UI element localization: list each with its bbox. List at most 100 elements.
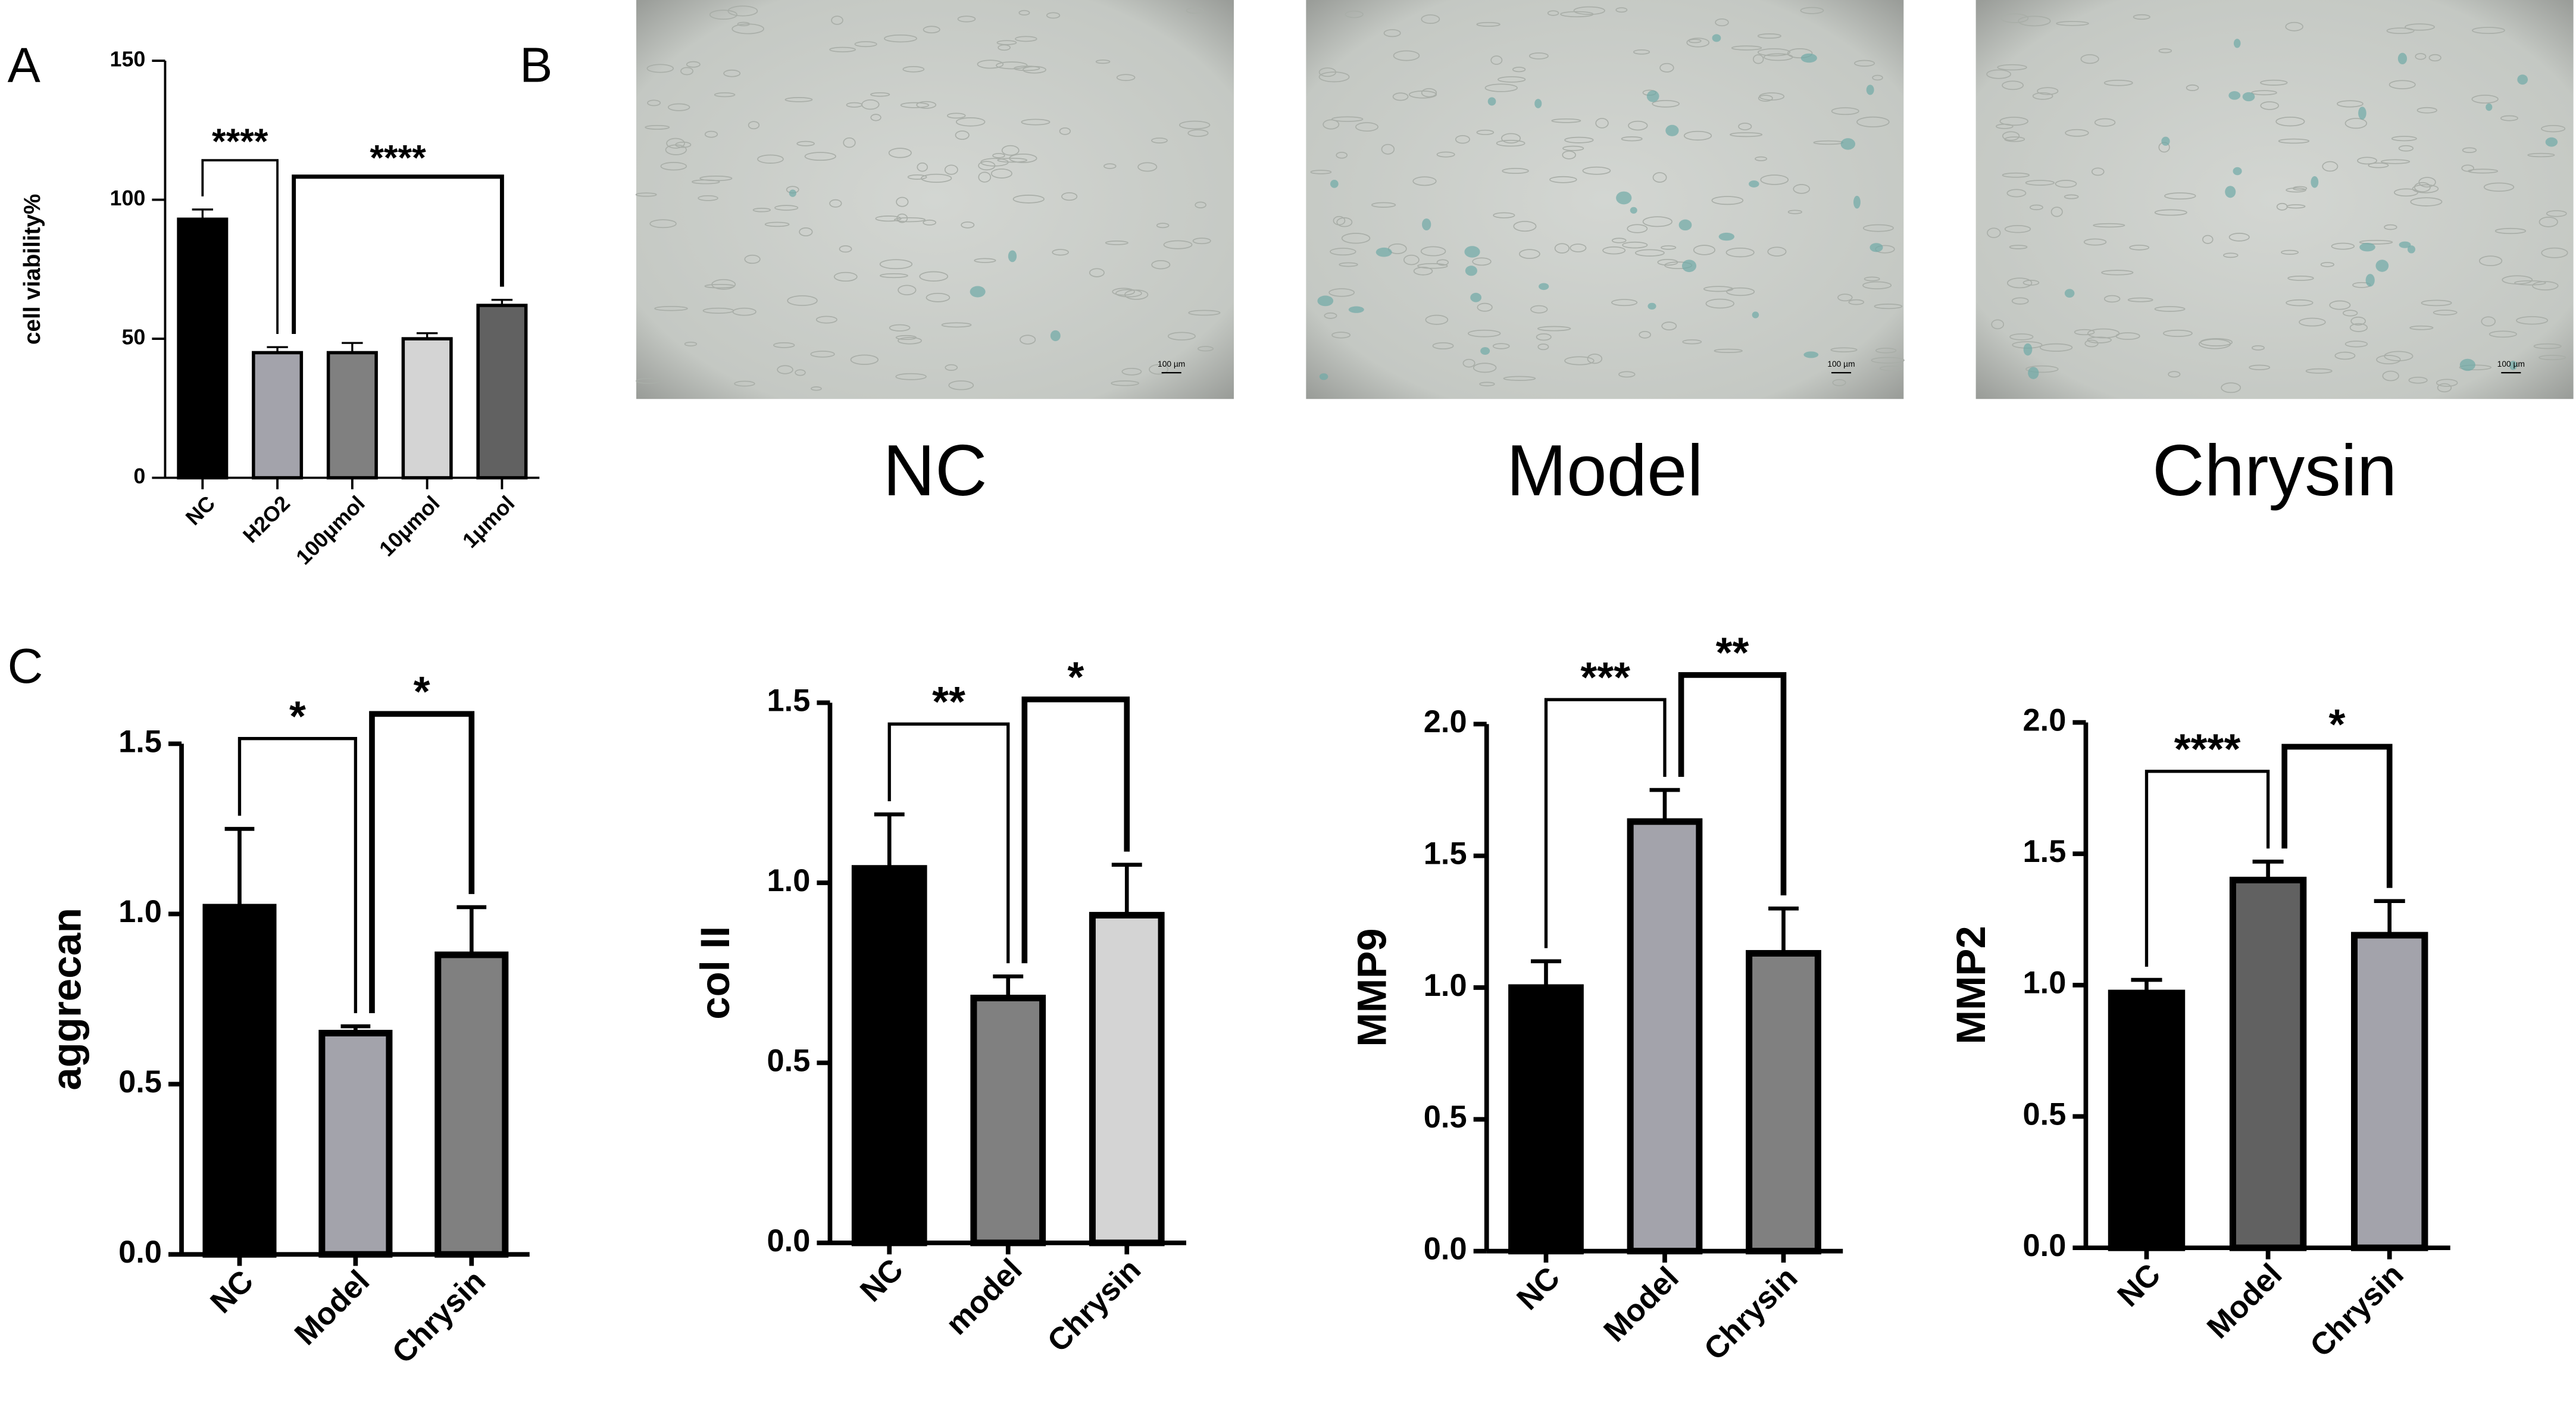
significance-bracket [2144,770,2270,967]
cell [1764,53,1793,61]
cell [1872,74,1883,81]
cell [2127,297,2153,302]
cell [998,44,1011,51]
cell [2286,204,2306,209]
cell [955,130,970,140]
cell [1151,138,1168,143]
cell [1595,118,1609,129]
cell [2168,371,2181,378]
cell [923,26,940,33]
cell [1103,163,1117,169]
bar [1089,911,1165,1247]
y-tick-label: 0.0 [2023,1229,2067,1263]
cell [854,41,877,48]
stained-cell [1008,250,1017,263]
cell [896,196,909,207]
y-axis-label: aggrecan [44,908,90,1091]
cell [2091,167,2105,176]
cell [1705,298,1734,309]
cell [2494,227,2527,235]
stained-cell [2023,343,2033,356]
significance-label: * [1067,654,1084,701]
cell [2002,80,2024,90]
cell [1528,52,1549,60]
cell [2382,370,2399,382]
cell [1502,168,1529,174]
cell [1336,152,1348,159]
bar [2351,932,2428,1251]
cell [2514,280,2546,286]
cell [1602,246,1626,255]
cell [1875,348,1897,354]
cell [784,97,813,102]
cell [2154,306,2186,312]
stained-cell [2399,241,2411,248]
cell [945,364,958,371]
cell [1874,304,1903,310]
cell [1330,248,1356,256]
cell [2539,216,2558,227]
cell [1425,314,1449,325]
cell [1554,243,1570,254]
stained-cell [2311,176,2319,188]
cell [1149,364,1169,375]
cell [787,295,818,306]
x-tick-label: NC [854,1252,911,1309]
cell [946,113,966,119]
cell [2002,131,2020,141]
y-tick-label: 50 [121,326,145,349]
y-tick-label: 1.5 [1424,837,1467,871]
stained-cell [1480,347,1490,355]
x-tick-label: NC [204,1264,261,1320]
cell [1537,326,1571,332]
x-tick-label: 100μmol [292,491,370,569]
cell [1420,246,1446,257]
cell [2359,240,2393,245]
cell [2393,188,2418,197]
cell [2368,162,2389,168]
cell [2415,53,2427,60]
x-tick-label: Chrysin [1697,1261,1804,1367]
micrograph [1975,0,2574,399]
stained-cell [2064,289,2075,298]
significance-label: ** [1716,629,1749,677]
y-tick-label: 150 [110,48,146,71]
cell [1318,71,1350,83]
cell [1513,221,1537,232]
bar [202,904,277,1258]
cell [2541,124,2566,133]
stained-cell [1749,180,1759,188]
cell [2405,23,2435,31]
cell [1564,136,1594,143]
cell [1864,276,1880,282]
cell [2281,249,2299,255]
cell [879,259,913,270]
cell [1187,129,1209,137]
significance-label: **** [370,137,426,177]
cell [1001,145,1020,156]
y-axis-label: MMP2 [1948,926,1994,1044]
panel-label: B [520,38,552,93]
cell [1703,286,1734,292]
cell [2029,204,2043,211]
significance-bracket [292,174,504,335]
cell [1324,312,1337,319]
significance-label: * [414,668,430,716]
stained-cell [1665,124,1679,136]
cell [2342,310,2358,317]
y-axis-label: MMP9 [1349,928,1395,1046]
stained-cell [1422,218,1431,231]
cell [2032,92,2053,100]
cell [990,168,1012,179]
cell [1991,319,2005,330]
cell [1163,240,1193,249]
cell [2009,245,2028,249]
significance-label: **** [2174,725,2241,773]
cell [1725,248,1755,258]
cell [799,227,813,237]
cell [2418,177,2436,188]
cell [2223,252,2239,258]
